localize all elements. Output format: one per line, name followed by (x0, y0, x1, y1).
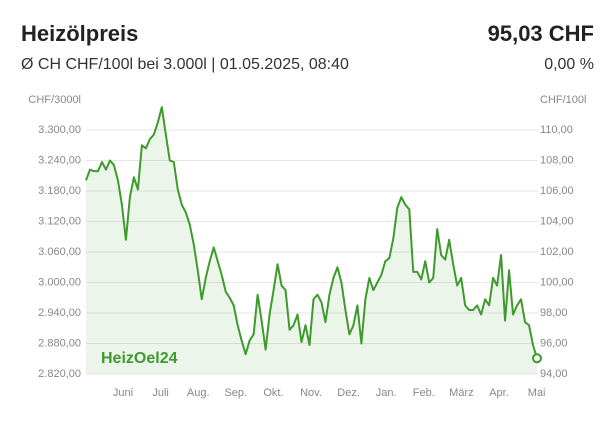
chart-title: Heizölpreis (21, 21, 138, 46)
y2-tick-label: 96,00 (540, 337, 568, 349)
y-tick-label: 3.000,00 (38, 276, 81, 288)
current-price: 95,03 CHF (488, 21, 594, 46)
watermark: HeizOel24 (101, 350, 178, 367)
y-tick-label: 2.820,00 (38, 368, 81, 380)
y-axis-label: CHF/3000l (28, 94, 81, 106)
x-tick-label: Okt. (263, 387, 283, 399)
y2-tick-label: 98,00 (540, 307, 568, 319)
y2-tick-label: 100,00 (540, 276, 574, 288)
x-tick-label: Mai (528, 387, 546, 399)
x-tick-label: Nov. (300, 387, 322, 399)
y2-tick-label: 110,00 (540, 124, 573, 136)
y-tick-label: 2.880,00 (38, 337, 81, 349)
x-tick-label: Sep. (224, 387, 247, 399)
y2-tick-label: 104,00 (540, 215, 574, 227)
x-tick-label: Feb. (413, 387, 435, 399)
y-tick-label: 3.240,00 (38, 154, 81, 166)
y2-tick-label: 108,00 (540, 154, 574, 166)
y2-tick-label: 106,00 (540, 185, 574, 197)
x-tick-label: Juni (113, 387, 133, 399)
y2-axis-label: CHF/100l (540, 94, 586, 106)
price-line (85, 106, 538, 359)
y-tick-label: 3.120,00 (38, 215, 81, 227)
subtitle: Ø CH CHF/100l bei 3.000l | 01.05.2025, 0… (21, 56, 349, 73)
x-tick-label: Aug. (187, 387, 210, 399)
x-tick-label: Jan. (376, 387, 397, 399)
area (86, 107, 537, 374)
x-tick-label: Apr. (489, 387, 509, 399)
y-tick-label: 3.180,00 (38, 185, 81, 197)
x-tick-label: Juli (152, 387, 169, 399)
x-tick-label: Dez. (337, 387, 360, 399)
price-change: 0,00 % (544, 56, 594, 73)
end-marker (532, 353, 542, 364)
y-tick-label: 3.060,00 (38, 246, 81, 258)
x-tick-label: März (449, 387, 473, 399)
y2-tick-label: 102,00 (540, 246, 574, 258)
y2-tick-label: 94,00 (540, 368, 568, 380)
y-tick-label: 3.300,00 (38, 124, 81, 136)
y-tick-label: 2.940,00 (38, 307, 81, 319)
